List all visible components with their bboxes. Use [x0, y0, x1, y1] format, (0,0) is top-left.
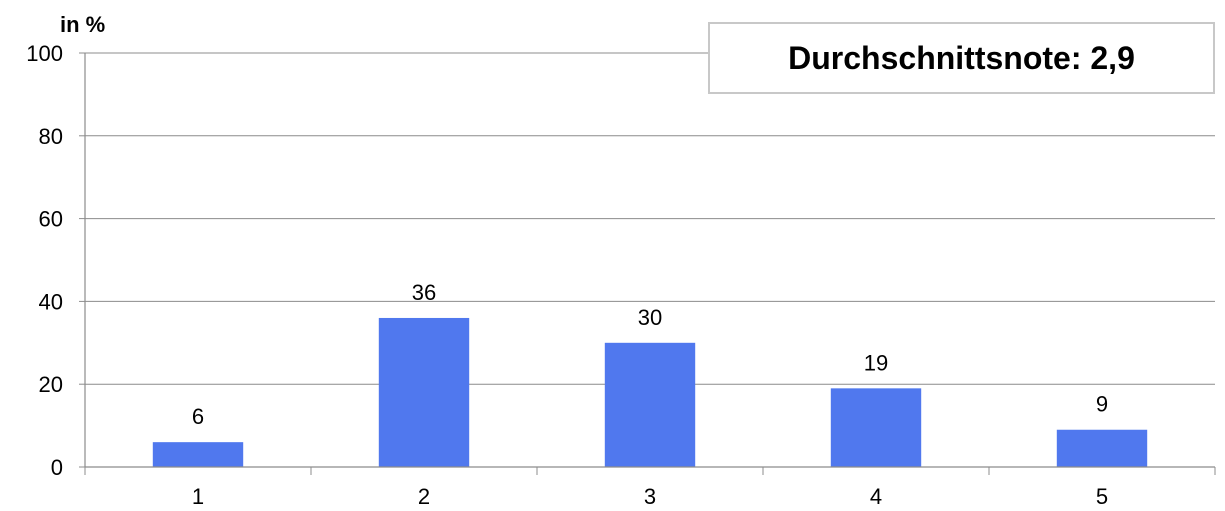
bar-3: [604, 342, 696, 467]
bars: [152, 317, 1148, 467]
x-tick-label-4: 4: [870, 484, 882, 509]
average-grade-text: Durchschnittsnote: 2,9: [788, 39, 1135, 76]
y-tick-label: 40: [39, 289, 63, 314]
data-label-4: 19: [864, 350, 888, 375]
x-tick-label-3: 3: [644, 484, 656, 509]
y-axis-ticks: 0 20 40 60 80 100: [26, 41, 85, 480]
axes: [84, 53, 1215, 468]
average-grade-box: Durchschnittsnote: 2,9: [708, 22, 1215, 94]
data-label-2: 36: [412, 280, 436, 305]
bar-5: [1056, 429, 1148, 467]
y-tick-label: 0: [51, 455, 63, 480]
bar-4: [830, 388, 922, 467]
y-tick-label: 60: [39, 207, 63, 232]
data-label-3: 30: [638, 305, 662, 330]
x-tick-label-2: 2: [418, 484, 430, 509]
y-axis-unit-label: in %: [60, 12, 105, 37]
y-tick-label: 20: [39, 372, 63, 397]
x-tick-label-5: 5: [1096, 484, 1108, 509]
y-tick-label: 80: [39, 124, 63, 149]
gridlines: [85, 52, 1215, 385]
bar-1: [152, 442, 244, 467]
y-tick-label: 100: [26, 41, 63, 66]
data-labels: 6 36 30 19 9: [192, 280, 1108, 429]
bar-2: [378, 317, 470, 467]
x-axis-ticks: 1 2 3 4 5: [84, 467, 1216, 509]
data-label-1: 6: [192, 404, 204, 429]
x-tick-label-1: 1: [192, 484, 204, 509]
data-label-5: 9: [1096, 392, 1108, 417]
